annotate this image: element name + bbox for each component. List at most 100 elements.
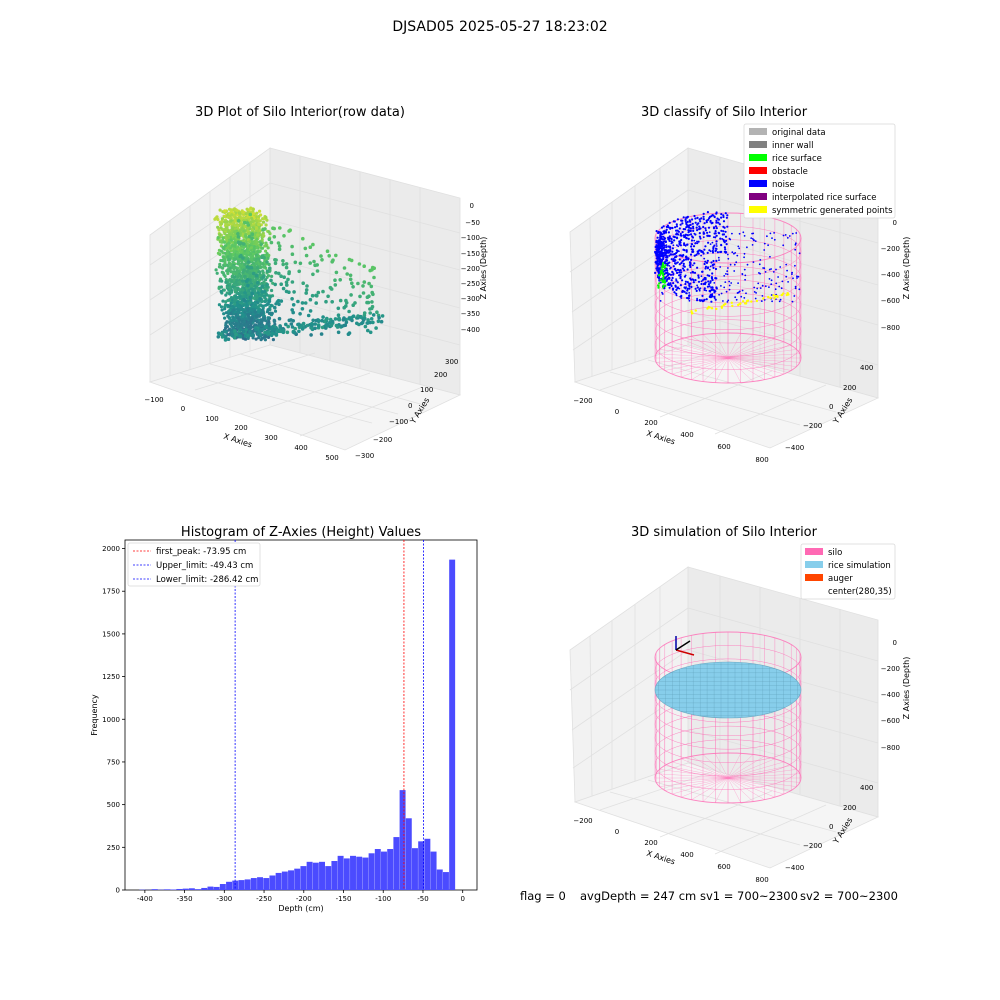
data-point — [361, 291, 366, 295]
noise-point — [689, 233, 693, 236]
noise-point — [679, 275, 682, 278]
noise-point — [678, 263, 681, 266]
noise-point — [758, 272, 760, 274]
noise-point — [743, 256, 745, 259]
data-point — [349, 258, 354, 263]
data-point — [235, 208, 239, 213]
data-point — [247, 266, 252, 270]
noise-point — [726, 214, 729, 217]
noise-point — [717, 221, 720, 224]
noise-point — [689, 253, 693, 256]
data-point — [272, 319, 277, 324]
data-point — [228, 287, 232, 291]
noise-point — [754, 297, 757, 300]
data-point — [242, 320, 246, 324]
noise-point — [717, 218, 721, 221]
data-point — [216, 335, 221, 339]
data-point — [243, 274, 247, 278]
data-point — [334, 270, 339, 275]
histogram-bar — [436, 869, 443, 890]
noise-point — [726, 253, 729, 256]
data-point — [369, 284, 374, 289]
legend-swatch — [749, 167, 767, 174]
noise-point — [672, 287, 675, 290]
data-point — [234, 295, 239, 300]
noise-point — [668, 265, 671, 267]
noise-point — [668, 286, 671, 289]
data-point — [233, 223, 237, 228]
data-point — [237, 211, 241, 215]
data-point — [223, 274, 227, 278]
noise-point — [665, 244, 668, 247]
noise-point — [712, 246, 715, 249]
noise-point — [736, 254, 739, 257]
z-tick: 0 — [893, 639, 897, 647]
noise-point — [705, 289, 708, 292]
legend-swatch — [749, 154, 767, 161]
noise-point — [755, 292, 757, 294]
noise-point — [671, 247, 675, 250]
data-point — [238, 280, 242, 284]
z-tick: −600 — [881, 297, 900, 305]
noise-point — [722, 230, 725, 233]
noise-point — [711, 272, 714, 275]
symmetric-point — [730, 301, 733, 304]
noise-point — [709, 280, 712, 283]
noise-point — [666, 278, 668, 280]
data-point — [263, 338, 267, 342]
noise-point — [681, 222, 684, 225]
data-point — [264, 249, 268, 253]
y-tick: −300 — [355, 452, 374, 460]
data-point — [256, 250, 260, 254]
noise-point — [665, 275, 668, 278]
data-point — [305, 284, 309, 288]
x-axis: -400 -350 -300 -250 -200 -150 -100 -50 0 — [137, 890, 465, 903]
noise-point — [706, 211, 710, 214]
noise-point — [660, 240, 663, 243]
silo-floor-spoke — [681, 777, 729, 798]
noise-point — [675, 278, 677, 280]
noise-point — [671, 271, 673, 273]
noise-point — [689, 227, 693, 230]
noise-point — [698, 235, 702, 238]
noise-point — [672, 258, 675, 261]
noise-point — [692, 281, 695, 283]
data-point — [350, 318, 354, 323]
data-point — [341, 318, 346, 322]
noise-point — [759, 259, 762, 261]
noise-point — [657, 243, 660, 246]
data-point — [336, 330, 341, 335]
data-point — [259, 327, 263, 332]
noise-point — [775, 282, 778, 285]
legend-label: symmetric generated points — [772, 206, 893, 216]
data-point — [268, 232, 272, 236]
noise-point — [722, 225, 725, 228]
data-point — [336, 313, 341, 318]
symmetric-point — [731, 304, 734, 308]
noise-point — [713, 215, 716, 219]
noise-point — [724, 248, 727, 251]
data-point — [300, 327, 305, 331]
data-point — [291, 319, 296, 323]
data-point — [264, 299, 268, 303]
data-point — [220, 308, 224, 312]
data-point — [263, 296, 267, 300]
data-point — [372, 275, 376, 280]
noise-point — [770, 268, 772, 270]
noise-point — [668, 254, 671, 257]
noise-point — [794, 285, 797, 288]
y-tick: −400 — [785, 864, 804, 872]
histogram-bar — [381, 851, 387, 890]
data-point — [254, 277, 258, 281]
noise-point — [703, 232, 706, 235]
noise-point — [712, 247, 715, 250]
noise-point — [661, 291, 663, 294]
noise-point — [714, 267, 718, 271]
data-point — [345, 272, 350, 276]
data-point — [244, 324, 248, 328]
x-tick: 400 — [680, 431, 693, 439]
data-point — [251, 271, 256, 276]
data-point — [330, 300, 335, 304]
data-point — [223, 338, 228, 342]
symmetric-point — [706, 307, 709, 310]
